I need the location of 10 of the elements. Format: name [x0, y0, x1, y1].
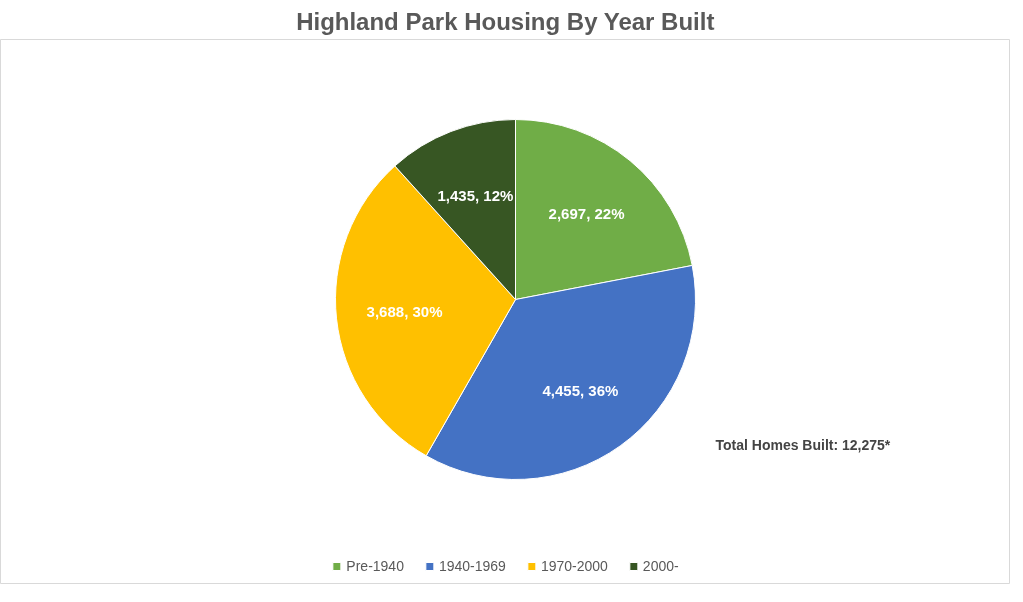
data-label: 2,697, 22% [548, 204, 625, 222]
legend-label: 2000- [642, 558, 679, 574]
chart-title: Highland Park Housing By Year Built [296, 7, 715, 35]
data-label: 4,455, 36% [542, 381, 619, 399]
legend-label: 1970-2000 [540, 558, 608, 574]
data-label: 1,435, 12% [437, 186, 514, 204]
data-label: 3,688, 30% [366, 302, 443, 320]
text: Total Homes Built: 12,275* [715, 436, 891, 453]
legend-label: 1940-1969 [438, 558, 506, 574]
legend-label: Pre-1940 [346, 558, 404, 574]
